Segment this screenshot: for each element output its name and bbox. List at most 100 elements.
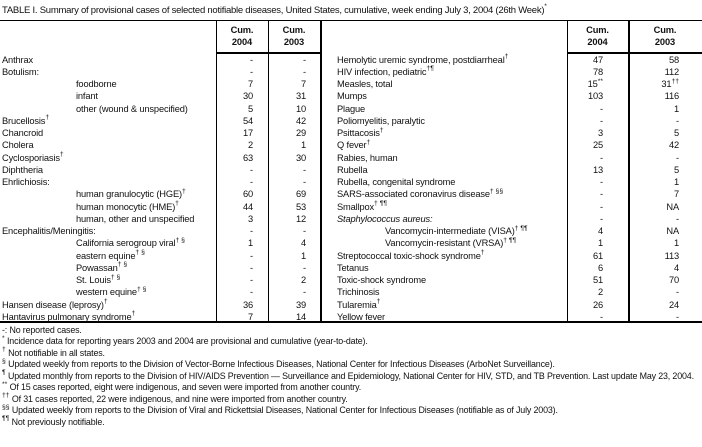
footnote-marker: †¶ — [426, 65, 434, 73]
disease-name: Rubella — [337, 164, 368, 175]
column-header-right-2004: Cum. 2004 — [567, 24, 628, 48]
table-title: TABLE I. Summary of provisional cases of… — [2, 3, 700, 16]
disease-name: human monocytic (HME)† — [76, 200, 179, 212]
table-row: human monocytic (HME)† 44 53 Smallpox† ¶¶ - N… — [0, 200, 702, 213]
disease-name: Hemolytic uremic syndrome, postdiarrheal… — [337, 53, 509, 65]
footnote-marker: † — [504, 53, 509, 61]
cum-2004-value: 1 — [597, 238, 603, 249]
cum-2004-value: 61 — [592, 250, 603, 261]
footnotes: -: No reported cases. * Incidence data fo… — [2, 325, 701, 428]
cum-2003-value: - — [303, 287, 306, 298]
table-row: Hansen disease (leprosy)† 36 39 Tularemia† 2… — [0, 298, 702, 311]
cum-2004-value: 6 — [597, 262, 603, 273]
vertical-rule — [268, 21, 270, 321]
cum-2004-value: 15** — [587, 77, 603, 90]
disease-name: Tularemia† — [337, 298, 381, 310]
diseases-table: Cum. 2004 Cum. 2003 Cum. 2004 Cum. 2003 … — [0, 20, 702, 323]
cum-2004-value: 103 — [587, 91, 603, 102]
footnote-symbol: †† — [2, 392, 10, 400]
cum-2003-value: 53 — [295, 201, 306, 212]
cum-2004-value: 4 — [597, 226, 603, 237]
cum-2004-value: - — [600, 177, 603, 188]
cum-2004-value: 63 — [242, 152, 253, 163]
cum-2004-value: 44 — [242, 201, 253, 212]
cum-2003-value: 12 — [295, 213, 306, 224]
footnote-marker: †† — [671, 77, 679, 85]
cum-2003-value: 70 — [668, 275, 679, 286]
cum-2003-value: 1 — [300, 140, 306, 151]
footnote-marker: † ¶¶ — [514, 224, 528, 232]
table-row: Chancroid 17 29 Psittacosis† 3 5 — [0, 127, 702, 139]
disease-name: Brucellosis† — [2, 114, 50, 126]
disease-name: Vancomycin-intermediate (VISA)† ¶¶ — [385, 224, 528, 237]
footnote-symbol: §§ — [2, 403, 10, 411]
footnote-symbol: -: — [2, 325, 8, 335]
cum-2003-value: - — [303, 226, 306, 237]
header-rule — [216, 51, 322, 54]
cum-2003-value: 112 — [664, 66, 680, 77]
cum-2003-value: 29 — [295, 128, 306, 139]
cum-2004-value: - — [600, 311, 603, 322]
disease-name: human granulocytic (HGE)† — [76, 187, 186, 200]
table-row: Powassan† § - - Tetanus 6 4 — [0, 261, 702, 274]
table-row: Anthrax - - Hemolytic uremic syndrome, post… — [0, 53, 702, 66]
disease-name: Yellow fever — [337, 311, 385, 322]
cum-2003-value: 1 — [673, 177, 679, 188]
cum-2003-value: - — [676, 213, 679, 224]
footnote-symbol: * — [2, 334, 5, 342]
table-bottom-rule — [0, 320, 702, 323]
disease-name: human, other and unspecified — [76, 213, 195, 224]
disease-name: Anthrax — [2, 54, 33, 65]
cum-2004-value: - — [250, 250, 253, 261]
table-row: eastern equine† § - 1 Streptococcal toxic-s… — [0, 249, 702, 262]
cum-2003-value: 7 — [673, 189, 679, 200]
disease-name: Plague — [337, 103, 366, 114]
disease-name: Streptococcal toxic-shock syndrome† — [337, 249, 485, 261]
cum-2004-value: - — [250, 66, 253, 77]
disease-name: western equine† § — [76, 285, 147, 298]
footnote-marker: † § — [175, 236, 185, 244]
footnote: § Updated weekly from reports to the Div… — [2, 357, 555, 370]
cum-2004-value: 2 — [247, 140, 253, 151]
cum-2003-value: 1 — [673, 238, 679, 249]
table-body: Anthrax - - Hemolytic uremic syndrome, post… — [0, 53, 702, 324]
cum-label: Cum. — [230, 25, 254, 35]
disease-name: Poliomyelitis, paralytic — [337, 115, 425, 126]
cum-2003-value: - — [676, 287, 679, 298]
cum-2003-value: 5 — [673, 128, 679, 139]
footnote: ** Of 15 cases reported, eight were indi… — [2, 380, 362, 393]
table-row: Hantavirus pulmonary syndrome† 7 14 Yellow … — [0, 310, 702, 323]
footnote-marker: † ¶¶ — [374, 200, 388, 208]
table-row: Diphtheria - - Rubella 13 5 — [0, 164, 702, 176]
cum-label: Cum. — [282, 25, 306, 35]
cum-2004-value: 13 — [592, 164, 603, 175]
cum-2003-value: - — [303, 177, 306, 188]
footnote-marker: † — [181, 187, 186, 195]
footnote-marker: † — [379, 126, 384, 134]
footnote-marker: † — [103, 298, 108, 306]
cum-2004-value: - — [250, 262, 253, 273]
cum-2003-value: 69 — [295, 189, 306, 200]
cum-label: Cum. — [586, 25, 609, 35]
cum-2003-value: 113 — [664, 250, 680, 261]
footnote-marker: ** — [597, 77, 603, 85]
footnote-marker: † — [59, 151, 64, 159]
cum-2003-value: 30 — [295, 152, 306, 163]
footnote-symbol: ** — [2, 380, 8, 388]
cum-2004-value: - — [600, 103, 603, 114]
cum-2003-value: 31†† — [661, 77, 679, 90]
footnote: ¶¶ Not previously notifiable. — [2, 415, 105, 427]
cum-2003-value: 10 — [295, 103, 306, 114]
disease-name: St. Louis† § — [76, 273, 121, 286]
disease-name: Cholera — [2, 140, 34, 151]
cum-2004-value: 47 — [592, 54, 603, 65]
footnote-marker: † § — [135, 249, 145, 257]
table-row: Encephalitis/Meningitis: - - Vancomycin-int… — [0, 225, 702, 237]
cum-2003-value: 5 — [673, 164, 679, 175]
table-title-footnote-marker: * — [544, 3, 547, 11]
cum-2003-value: 14 — [295, 311, 306, 322]
footnote-marker: † — [480, 249, 485, 257]
disease-name: Q fever† — [337, 138, 371, 151]
header-rule — [567, 51, 702, 54]
cum-2004-value: 7 — [247, 311, 253, 322]
